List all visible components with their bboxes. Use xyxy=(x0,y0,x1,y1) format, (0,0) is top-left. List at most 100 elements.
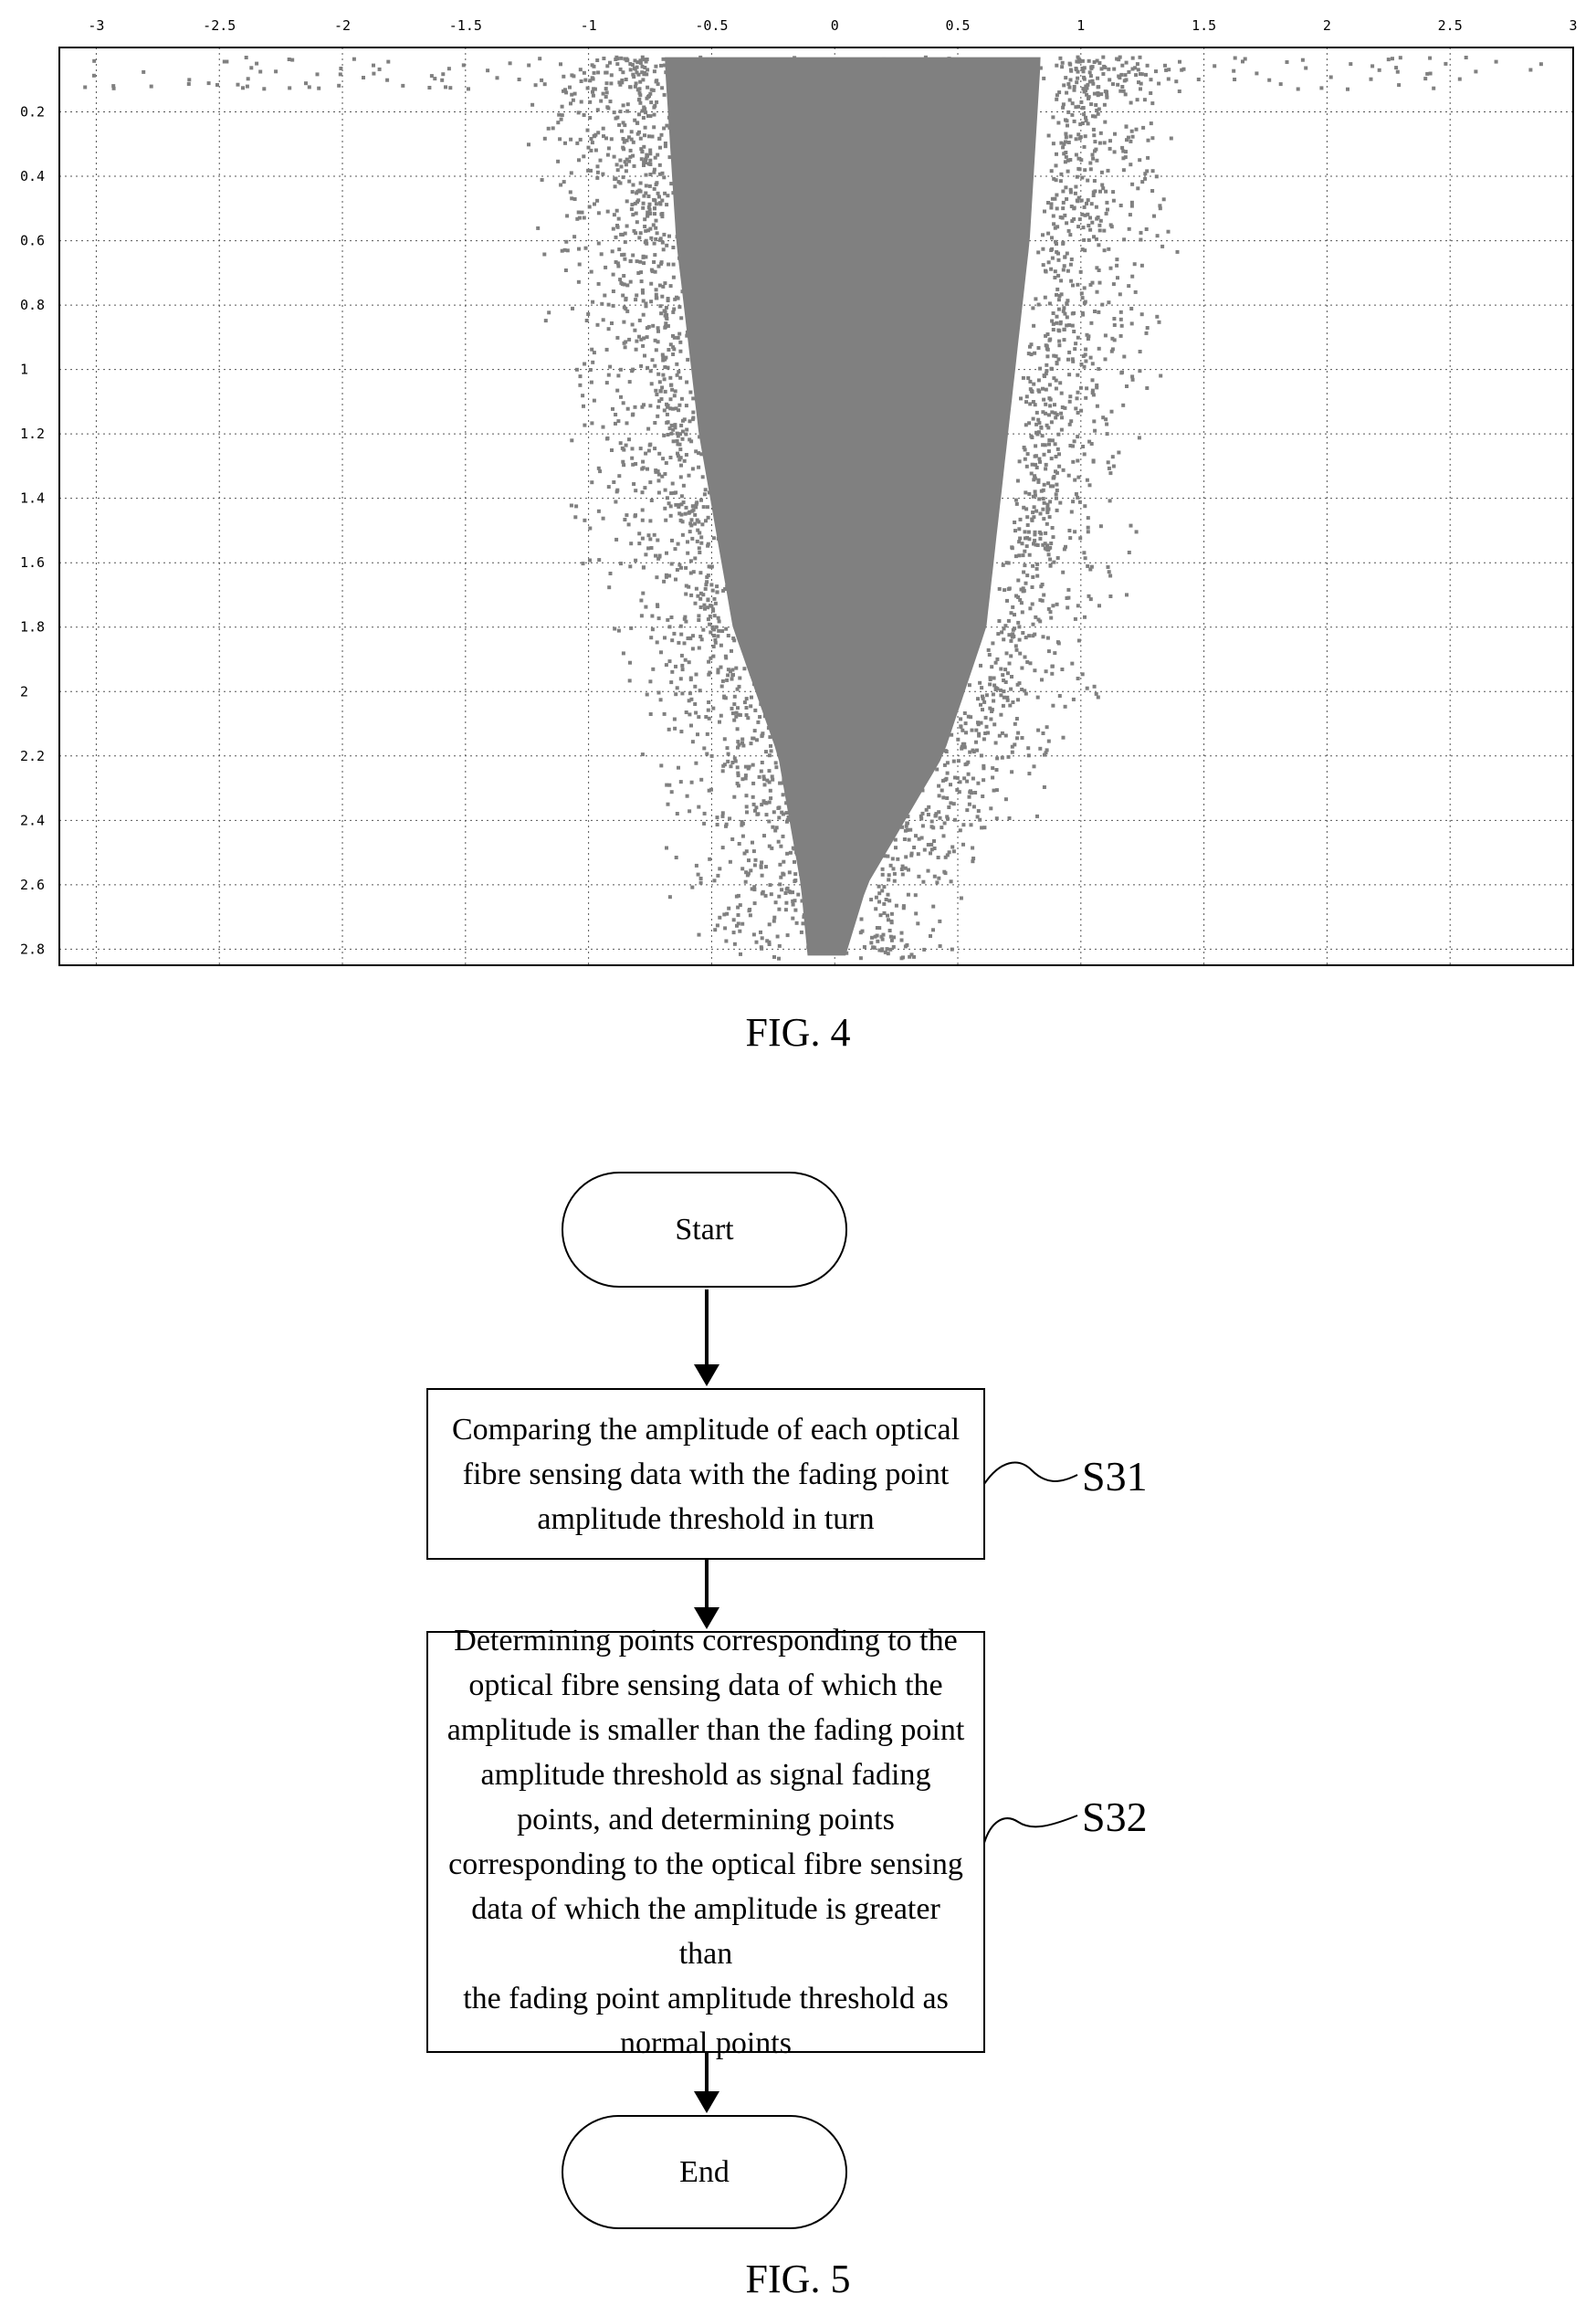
fig4-data-point xyxy=(1139,230,1143,235)
fig4-data-point xyxy=(981,708,984,712)
fig4-data-point xyxy=(666,324,670,328)
fig4-data-point xyxy=(909,952,914,957)
fig4-data-point xyxy=(636,271,641,275)
fig4-data-point xyxy=(1046,649,1051,654)
fig4-data-point xyxy=(1423,77,1428,81)
fig4-data-point xyxy=(603,293,607,298)
fig4-data-point xyxy=(304,81,308,86)
fig4-data-point xyxy=(665,496,669,500)
fig4-data-point xyxy=(942,821,947,826)
fig4-data-point xyxy=(1080,58,1085,63)
fig4-data-point xyxy=(628,660,632,665)
fig4-data-point xyxy=(627,380,632,384)
fig4-data-point xyxy=(694,672,698,677)
fig4-data-point xyxy=(693,684,698,689)
fig4-data-point xyxy=(700,475,705,479)
fig4-data-point xyxy=(1034,430,1039,435)
fig4-data-point xyxy=(667,348,671,352)
fig4-data-point xyxy=(655,296,659,300)
fig4-data-point xyxy=(679,565,683,570)
fig4-data-point xyxy=(578,68,583,72)
fig4-data-point xyxy=(723,926,728,931)
fig4-data-point xyxy=(1051,703,1055,708)
fig4-data-point xyxy=(1005,695,1010,700)
fig4-data-point xyxy=(1036,728,1041,732)
fig4-data-point xyxy=(672,335,677,340)
fig4-data-point xyxy=(709,564,713,569)
fig4-data-points xyxy=(83,55,1543,961)
fig4-data-point xyxy=(1019,587,1024,592)
fig4-data-point xyxy=(635,259,639,264)
fig4-data-point xyxy=(1044,531,1048,535)
fig4-data-point xyxy=(1044,751,1048,755)
fig4-data-point xyxy=(647,94,651,99)
fig4-data-point xyxy=(1024,400,1028,405)
fig4-data-point xyxy=(663,636,667,640)
fig4-data-point xyxy=(726,668,730,672)
fig4-data-point xyxy=(679,632,684,637)
fig4-data-point xyxy=(1125,138,1129,142)
fig4-x-tick-labels: -3 -2.5 -2 -1.5 -1 -0.5 0 0.5 1 1.5 2 2.5 3 xyxy=(88,17,1577,34)
fig4-data-point xyxy=(1129,129,1134,133)
fig4-data-point xyxy=(629,542,634,546)
fig4-data-point xyxy=(949,801,953,805)
fig4-data-point xyxy=(894,903,898,908)
fig4-data-point xyxy=(617,80,622,85)
fig4-data-point xyxy=(744,794,749,798)
fig4-data-point xyxy=(631,183,635,187)
fig4-data-point xyxy=(1022,505,1026,510)
fig4-data-point xyxy=(1063,160,1067,164)
fig4-data-point xyxy=(932,847,937,850)
fig4-data-point xyxy=(590,141,594,145)
fig4-data-point xyxy=(1055,470,1059,475)
fig4-data-point xyxy=(663,389,667,394)
fig4-data-point xyxy=(1105,89,1108,94)
fig4-data-point xyxy=(751,802,756,806)
fig4-data-point xyxy=(620,80,625,85)
fig4-data-point xyxy=(646,546,651,551)
fig4-data-point xyxy=(615,115,620,120)
fig4-data-point xyxy=(558,137,562,142)
fig4-data-point xyxy=(1042,482,1046,487)
fig4-data-point xyxy=(1014,717,1019,721)
fig4-data-point xyxy=(1075,59,1079,64)
fig4-data-point xyxy=(751,849,756,854)
fig4-data-point xyxy=(620,446,625,450)
fig4-data-point xyxy=(961,823,966,827)
fig4-data-point xyxy=(693,504,698,509)
fig4-data-point xyxy=(646,68,650,72)
fig4-data-point xyxy=(756,720,761,724)
fig4-data-point xyxy=(1095,158,1099,163)
fig4-data-point xyxy=(572,197,577,201)
fig4-data-point xyxy=(649,546,654,550)
fig4-data-point xyxy=(1127,69,1131,74)
fig4-data-point xyxy=(1057,452,1061,457)
fig4-data-point xyxy=(698,571,703,575)
fig4-data-point xyxy=(1076,677,1080,680)
fig4-data-point xyxy=(919,816,924,821)
fig4-data-point xyxy=(1036,378,1041,383)
fig4-data-point xyxy=(307,85,311,89)
fig4-data-point xyxy=(899,931,904,935)
fig4-data-point xyxy=(768,883,772,888)
fig4-data-point xyxy=(688,521,693,526)
fig4-data-point xyxy=(935,880,940,885)
fig4-data-point xyxy=(1043,209,1046,214)
fig4-data-point xyxy=(941,795,946,800)
fig4-data-point xyxy=(1045,344,1049,349)
fig4-data-point xyxy=(694,586,698,591)
fig4-data-point xyxy=(673,423,677,427)
fig4-data-point xyxy=(647,184,652,188)
fig4-data-point xyxy=(1056,357,1061,362)
fig4-data-point xyxy=(640,405,645,409)
fig4-data-point xyxy=(1110,347,1115,352)
fig4-data-point xyxy=(773,724,778,729)
step-s32-text: Determining points corresponding to the … xyxy=(441,1618,971,2066)
fig4-data-point xyxy=(1027,421,1032,426)
fig4-data-point xyxy=(606,327,611,331)
fig4-data-point xyxy=(803,900,806,905)
fig4-data-point xyxy=(1300,58,1305,62)
fig4-data-point xyxy=(1150,189,1155,193)
fig4-data-point xyxy=(978,680,982,685)
fig4-data-point xyxy=(712,614,717,618)
